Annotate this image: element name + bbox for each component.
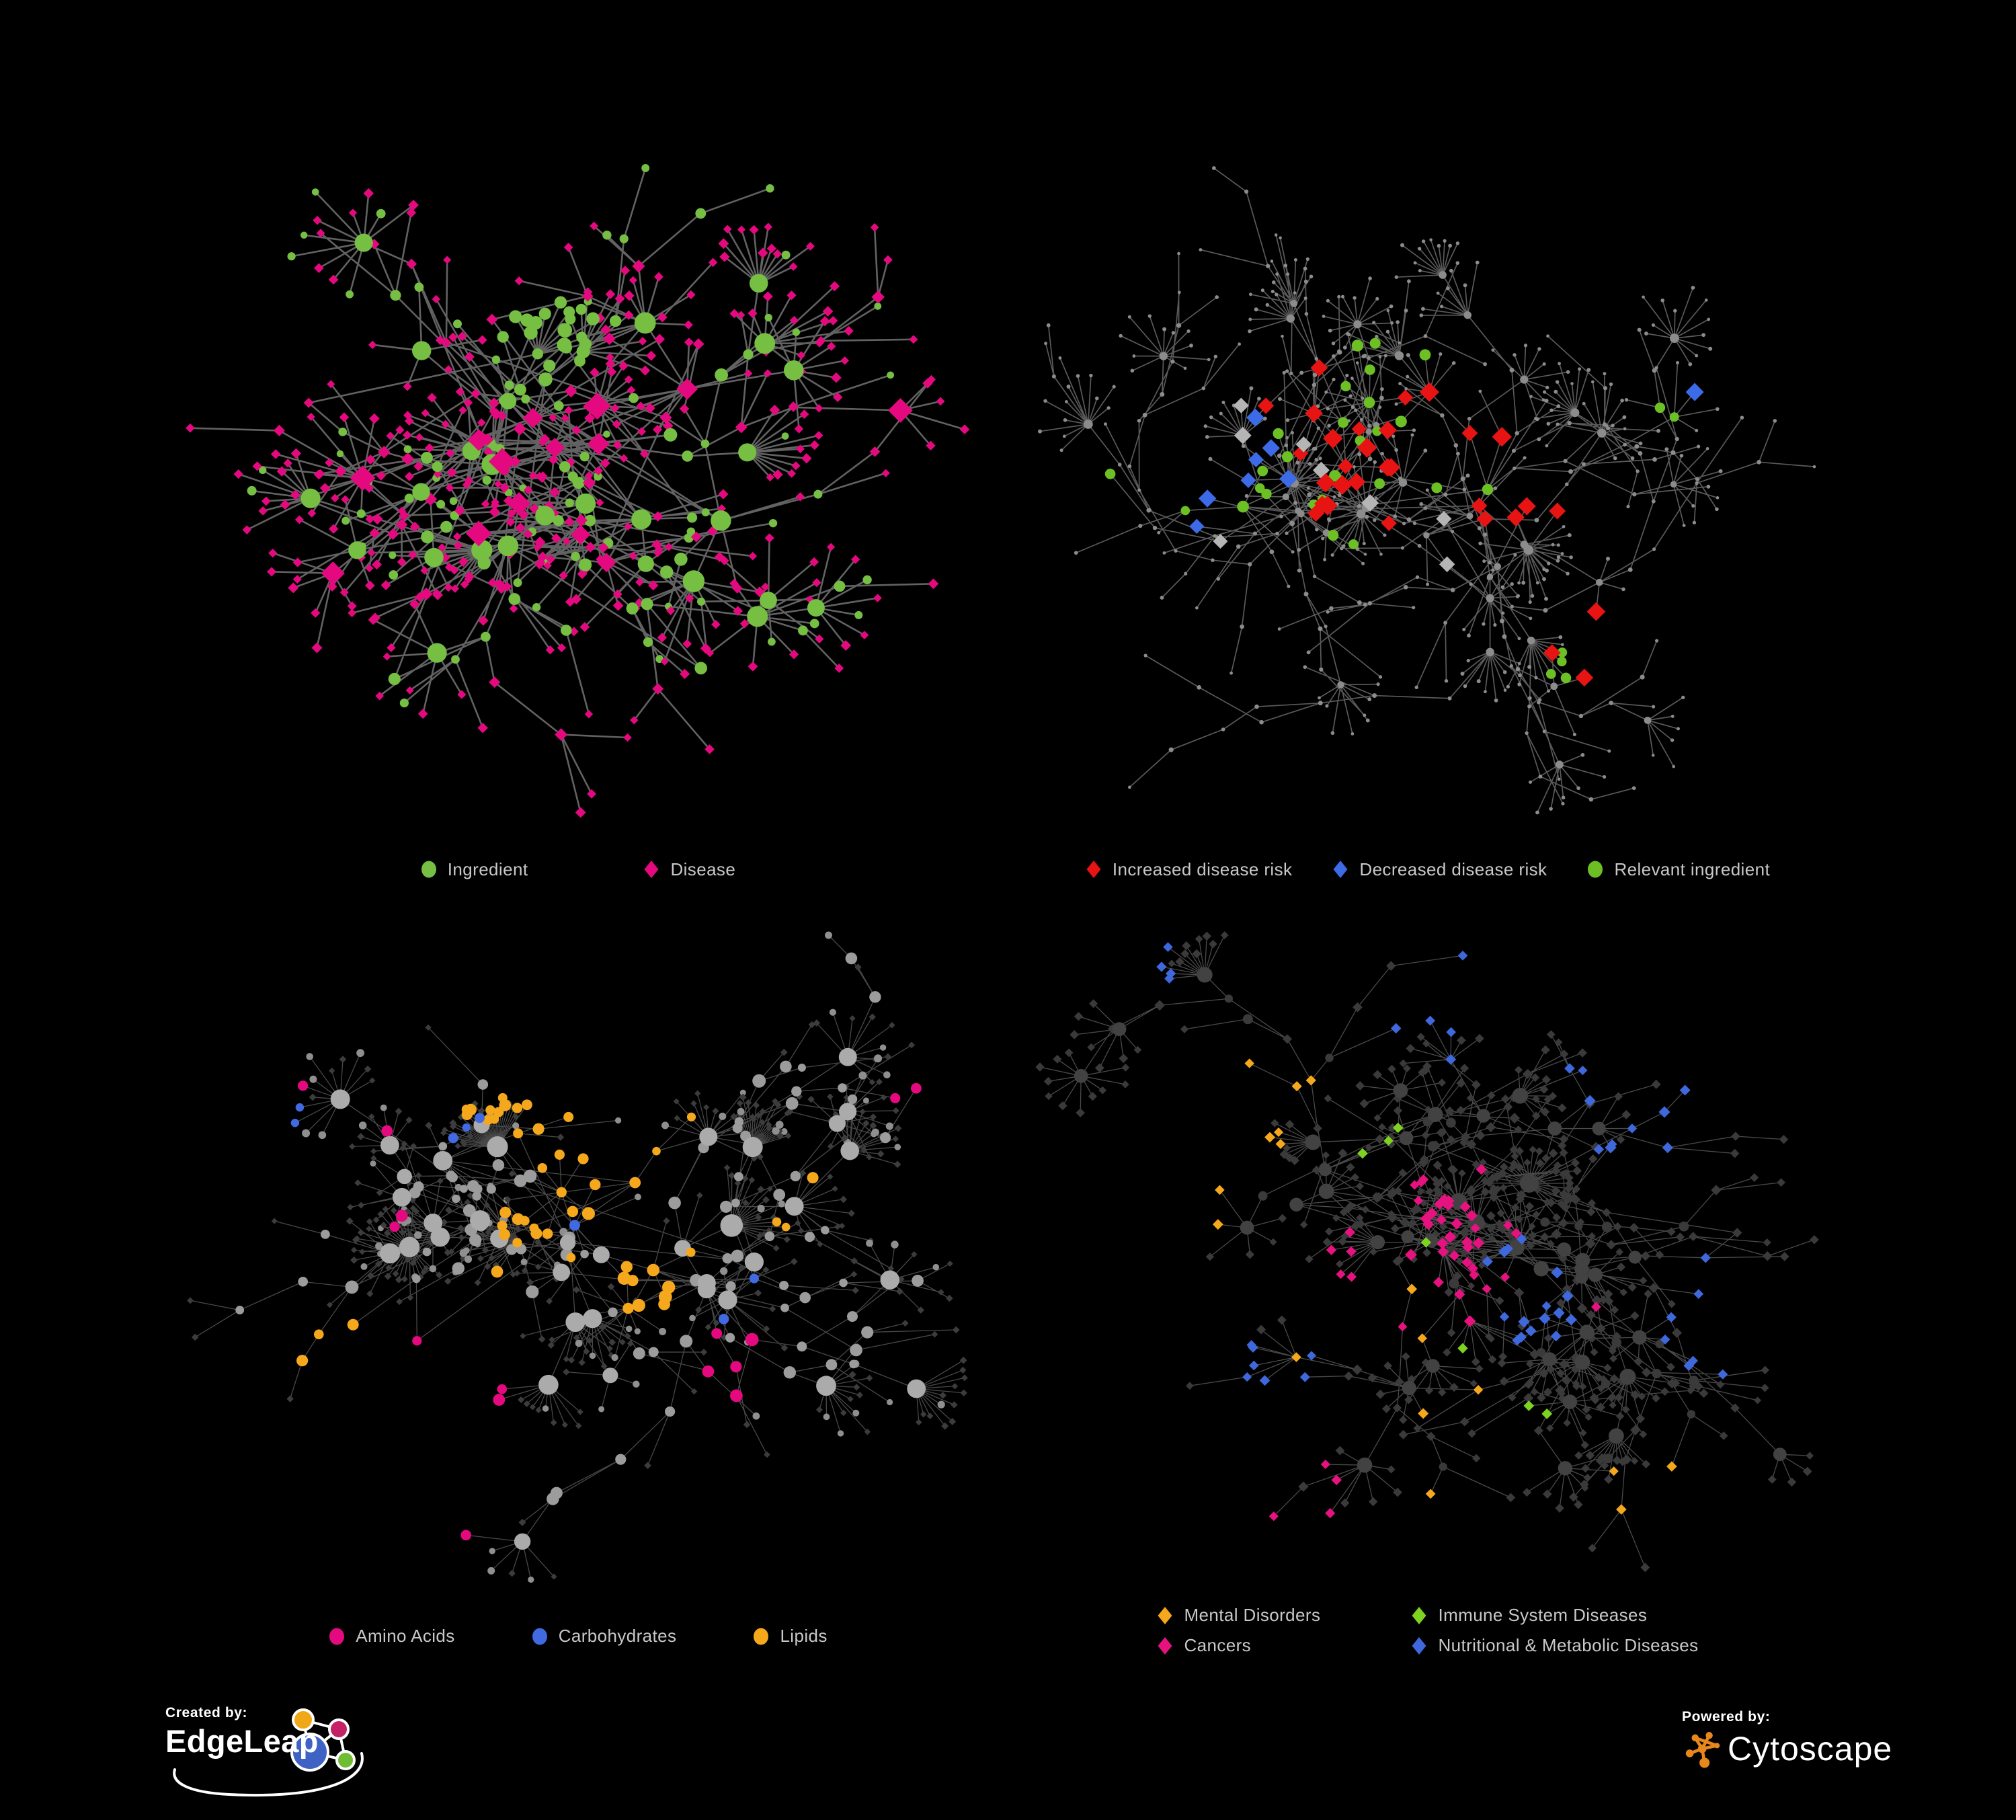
created-by-label: Created by: bbox=[165, 1705, 248, 1720]
ingredient-disease-network bbox=[186, 164, 970, 818]
legend-item-decreased-risk: Decreased disease risk bbox=[1331, 859, 1547, 880]
legend-label: Amino Acids bbox=[356, 1626, 455, 1646]
legend-ingredient-disease: Ingredient Disease bbox=[157, 859, 998, 880]
legend-label: Mental Disorders bbox=[1184, 1605, 1321, 1625]
powered-by-block: Powered by: Cytoscape bbox=[1682, 1709, 1991, 1790]
disease-classes-network bbox=[1035, 931, 1819, 1572]
increased-risk-diamond-icon bbox=[1086, 861, 1101, 878]
created-by-block: Created by: EdgeLeap bbox=[165, 1705, 394, 1813]
carbohydrates-circle-icon bbox=[532, 1628, 547, 1645]
panel-disease-classes: Mental Disorders Immune System Diseases … bbox=[1006, 909, 1848, 1668]
decreased-risk-diamond-icon bbox=[1333, 861, 1348, 878]
ingredient-circle-icon bbox=[421, 861, 436, 878]
legend-label: Carbohydrates bbox=[558, 1626, 677, 1646]
legend-label: Cancers bbox=[1184, 1635, 1252, 1655]
cytoscape-logo-icon bbox=[1685, 1732, 1720, 1768]
legend-disease-risk: Increased disease risk Decreased disease… bbox=[1006, 859, 1848, 880]
legend-item-increased-risk: Increased disease risk bbox=[1084, 859, 1292, 880]
cancers-diamond-icon bbox=[1158, 1636, 1172, 1655]
legend-item-nutritional-metabolic-diseases: Nutritional & Metabolic Diseases bbox=[1410, 1635, 1698, 1656]
legend-label: Nutritional & Metabolic Diseases bbox=[1438, 1635, 1699, 1655]
powered-by-row: Cytoscape bbox=[1682, 1728, 1991, 1770]
legend-label: Immune System Diseases bbox=[1438, 1605, 1648, 1625]
nutrient-classes-network bbox=[187, 931, 968, 1583]
powered-by-label: Powered by: bbox=[1682, 1709, 1771, 1725]
mental-disorders-diamond-icon bbox=[1158, 1606, 1172, 1624]
legend-label: Ingredient bbox=[447, 859, 528, 879]
legend-item-cancers: Cancers bbox=[1156, 1635, 1410, 1656]
lipids-circle-icon bbox=[754, 1628, 769, 1645]
nutritional-metabolic-diseases-diamond-icon bbox=[1412, 1636, 1426, 1655]
legend-item-disease: Disease bbox=[642, 859, 735, 880]
amino-acids-circle-icon bbox=[329, 1628, 345, 1645]
legend-item-lipids: Lipids bbox=[752, 1626, 827, 1647]
legend-item-relevant-ingredient: Relevant ingredient bbox=[1586, 859, 1770, 880]
cytoscape-wordmark: Cytoscape bbox=[1728, 1730, 1893, 1768]
legend-label: Increased disease risk bbox=[1112, 859, 1293, 879]
edgeleap-wordmark: EdgeLeap bbox=[165, 1723, 319, 1759]
legend-label: Relevant ingredient bbox=[1614, 859, 1771, 879]
panel-ingredient-disease: Ingredient Disease bbox=[157, 143, 998, 902]
legend-label: Decreased disease risk bbox=[1359, 859, 1547, 879]
legend-item-ingredient: Ingredient bbox=[419, 859, 528, 880]
legend-item-immune-system-diseases: Immune System Diseases bbox=[1410, 1605, 1698, 1626]
legend-item-mental-disorders: Mental Disorders bbox=[1156, 1605, 1410, 1626]
panel-nutrient-classes: Amino Acids Carbohydrates Lipids bbox=[157, 909, 998, 1668]
legend-nutrient-classes: Amino Acids Carbohydrates Lipids bbox=[157, 1626, 998, 1647]
legend-item-amino-acids: Amino Acids bbox=[327, 1626, 454, 1647]
legend-disease-classes: Mental Disorders Immune System Diseases … bbox=[1006, 1605, 1848, 1656]
legend-item-carbohydrates: Carbohydrates bbox=[530, 1626, 677, 1647]
relevant-ingredient-circle-icon bbox=[1588, 861, 1603, 878]
panel-grid: Ingredient Disease Increased disease ris… bbox=[149, 134, 1856, 1676]
disease-risk-network bbox=[1038, 166, 1816, 815]
panel-disease-risk: Increased disease risk Decreased disease… bbox=[1006, 143, 1848, 902]
legend-label: Disease bbox=[670, 859, 736, 879]
immune-system-diseases-diamond-icon bbox=[1412, 1606, 1426, 1624]
disease-diamond-icon bbox=[644, 861, 659, 878]
legend-label: Lipids bbox=[780, 1626, 828, 1646]
